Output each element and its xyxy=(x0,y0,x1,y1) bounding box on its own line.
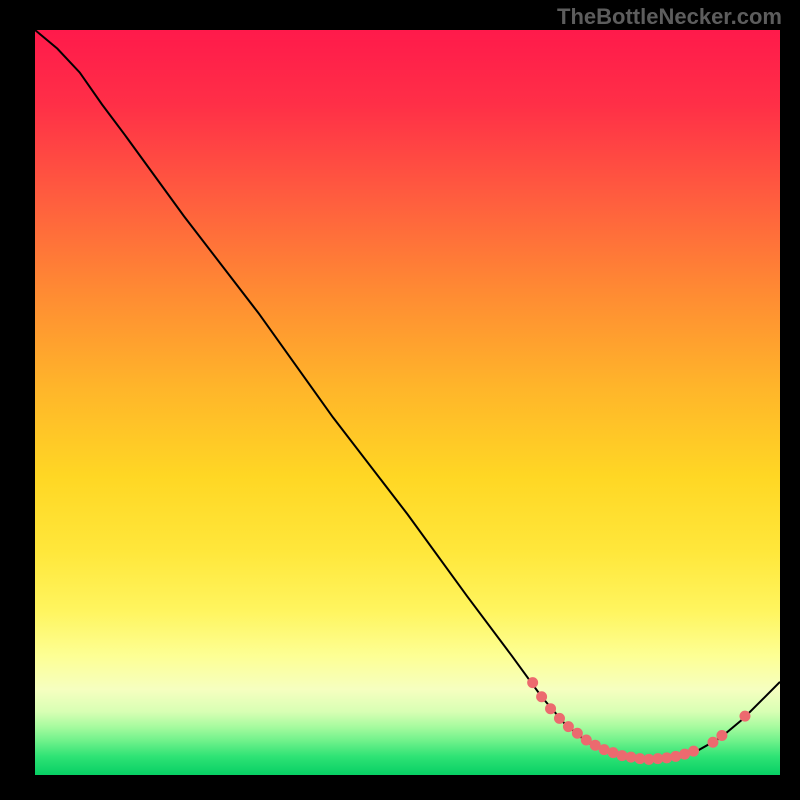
marker-point xyxy=(528,678,538,688)
marker-point xyxy=(671,751,681,761)
marker-point xyxy=(689,746,699,756)
marker-point xyxy=(708,737,718,747)
plot-area xyxy=(35,30,780,775)
plot-background xyxy=(35,30,780,775)
watermark-text: TheBottleNecker.com xyxy=(557,4,782,30)
marker-point xyxy=(581,735,591,745)
marker-point xyxy=(546,704,556,714)
marker-point xyxy=(617,751,627,761)
chart-container: TheBottleNecker.com xyxy=(0,0,800,800)
marker-point xyxy=(590,740,600,750)
marker-point xyxy=(626,752,636,762)
marker-point xyxy=(554,713,564,723)
marker-point xyxy=(740,711,750,721)
marker-point xyxy=(572,728,582,738)
marker-point xyxy=(662,753,672,763)
marker-point xyxy=(563,722,573,732)
marker-point xyxy=(717,731,727,741)
marker-point xyxy=(537,692,547,702)
chart-svg xyxy=(35,30,780,775)
